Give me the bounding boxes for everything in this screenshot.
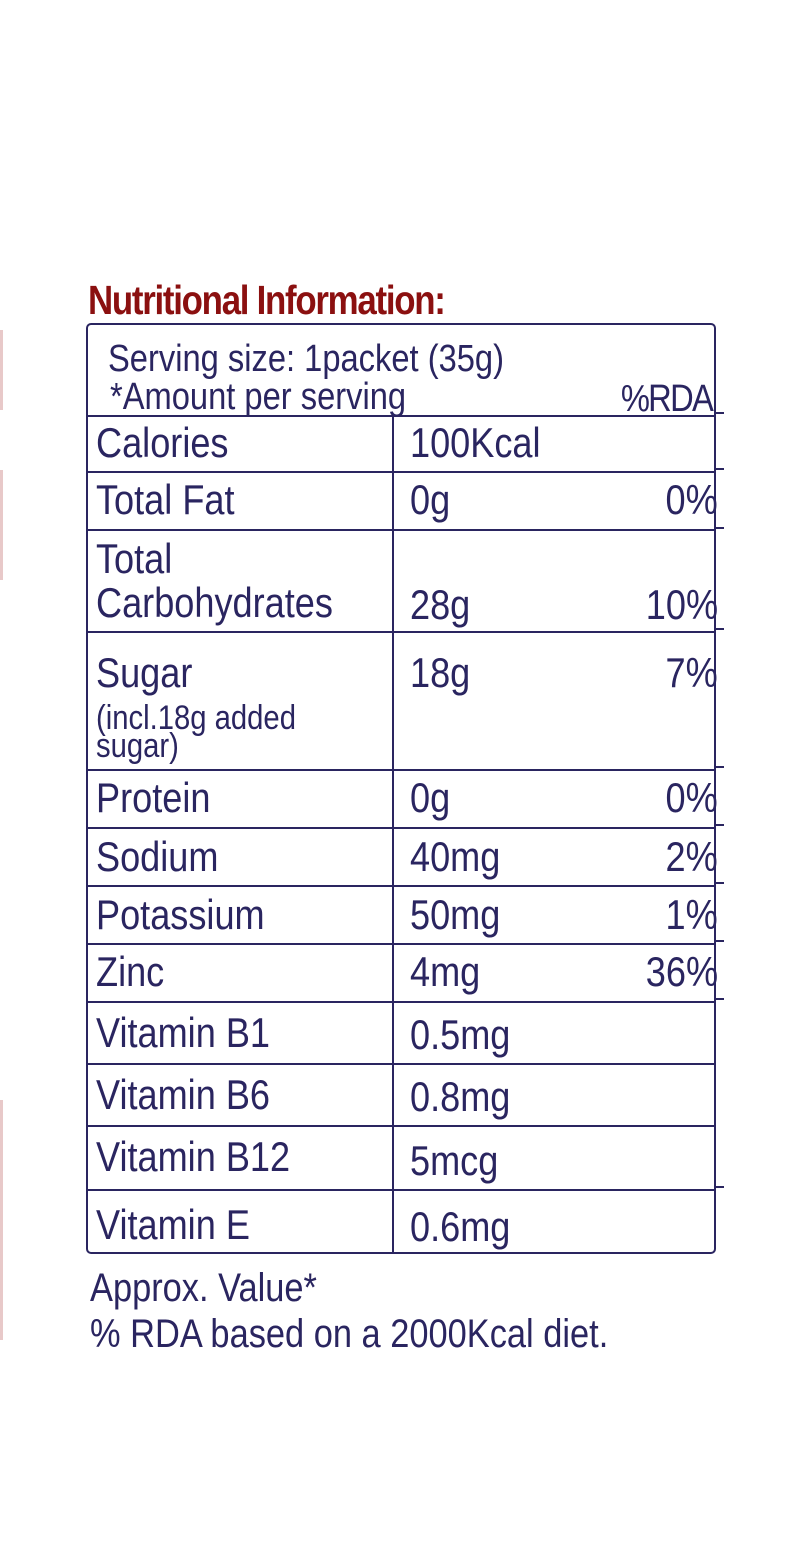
nutrient-rda: 10% xyxy=(645,581,718,628)
edge-mark xyxy=(0,1100,3,1340)
edge-mark xyxy=(0,470,3,580)
nutrient-amount: 0.6mg xyxy=(410,1203,511,1250)
nutrient-name-line1: Total xyxy=(96,535,173,582)
nutrient-amount: 0.8mg xyxy=(410,1073,511,1120)
row-line-overhang xyxy=(714,940,724,942)
footer-approx-value: Approx. Value* xyxy=(90,1266,317,1310)
table-row-calories: Calories 100Kcal xyxy=(88,415,714,471)
table-row-vitamin-b12: Vitamin B12 5mcg xyxy=(88,1125,714,1189)
nutrient-name: Zinc xyxy=(96,948,165,995)
row-line-overhang xyxy=(714,998,724,1000)
serving-header: Serving size: 1packet (35g) *Amount per … xyxy=(88,325,714,419)
row-line-overhang xyxy=(714,766,724,768)
nutrient-name: Calories xyxy=(96,419,229,466)
footer-rda-basis: % RDA based on a 2000Kcal diet. xyxy=(90,1312,609,1356)
row-line-overhang xyxy=(714,882,724,884)
nutrient-name: Potassium xyxy=(96,891,265,938)
nutrient-rda: 7% xyxy=(665,649,718,696)
nutrient-name: Sugar xyxy=(96,649,193,696)
nutrient-amount: 0.5mg xyxy=(410,1011,511,1058)
nutrient-rda: 2% xyxy=(665,833,718,880)
table-row-total-fat: Total Fat 0g 0% xyxy=(88,471,718,529)
nutrient-name: Total Fat xyxy=(96,476,235,523)
row-line-overhang xyxy=(714,412,724,414)
table-row-protein: Protein 0g 0% xyxy=(88,769,718,827)
nutrient-name: Sodium xyxy=(96,833,219,880)
sugar-note-line1: (incl.18g added xyxy=(96,699,296,737)
nutrient-name: Vitamin E xyxy=(96,1201,250,1248)
nutrient-amount: 18g xyxy=(410,649,471,696)
nutrient-rda: 0% xyxy=(665,774,718,821)
nutrient-rda: 36% xyxy=(645,948,718,995)
table-row-sugar: Sugar (incl.18g added sugar) 18g 7% xyxy=(88,631,718,769)
nutrient-name: Vitamin B1 xyxy=(96,1009,271,1056)
table-row-vitamin-b6: Vitamin B6 0.8mg xyxy=(88,1063,714,1125)
nutrient-rda: 1% xyxy=(665,891,718,938)
serving-size-text: Serving size: 1packet (35g) xyxy=(108,338,504,380)
rda-header: %RDA xyxy=(620,378,714,420)
table-row-vitamin-b1: Vitamin B1 0.5mg xyxy=(88,1001,714,1063)
table-row-carbohydrates: Total Carbohydrates 28g 10% xyxy=(88,529,718,631)
sugar-note-line2: sugar) xyxy=(96,727,179,765)
amount-per-serving-text: *Amount per serving xyxy=(110,376,407,418)
table-row-vitamin-e: Vitamin E 0.6mg xyxy=(88,1189,714,1254)
nutrient-name-line2: Carbohydrates xyxy=(96,579,333,626)
nutrient-rda: 0% xyxy=(665,476,718,523)
nutrition-title: Nutritional Information: xyxy=(88,277,446,323)
nutrient-amount: 5mcg xyxy=(410,1137,499,1184)
row-line-overhang xyxy=(714,1186,724,1188)
row-line-overhang xyxy=(714,527,724,529)
nutrient-name: Protein xyxy=(96,774,211,821)
nutrient-amount: 4mg xyxy=(410,948,481,995)
nutrient-name: Vitamin B6 xyxy=(96,1071,271,1118)
nutrient-amount: 28g xyxy=(410,581,471,628)
nutrient-amount: 0g xyxy=(410,774,451,821)
table-row-potassium: Potassium 50mg 1% xyxy=(88,885,718,943)
nutrient-amount: 100Kcal xyxy=(410,419,541,466)
edge-mark xyxy=(0,330,3,410)
nutrient-amount: 50mg xyxy=(410,891,501,938)
nutrient-amount: 0g xyxy=(410,476,451,523)
nutrient-amount: 40mg xyxy=(410,833,501,880)
column-divider xyxy=(392,415,394,1254)
row-line-overhang xyxy=(714,628,724,630)
nutrition-table: Serving size: 1packet (35g) *Amount per … xyxy=(86,323,718,1254)
table-row-zinc: Zinc 4mg 36% xyxy=(88,943,718,1001)
row-line-overhang xyxy=(714,468,724,470)
table-row-sodium: Sodium 40mg 2% xyxy=(88,827,718,885)
nutrient-name: Vitamin B12 xyxy=(96,1133,291,1180)
row-line-overhang xyxy=(714,824,724,826)
